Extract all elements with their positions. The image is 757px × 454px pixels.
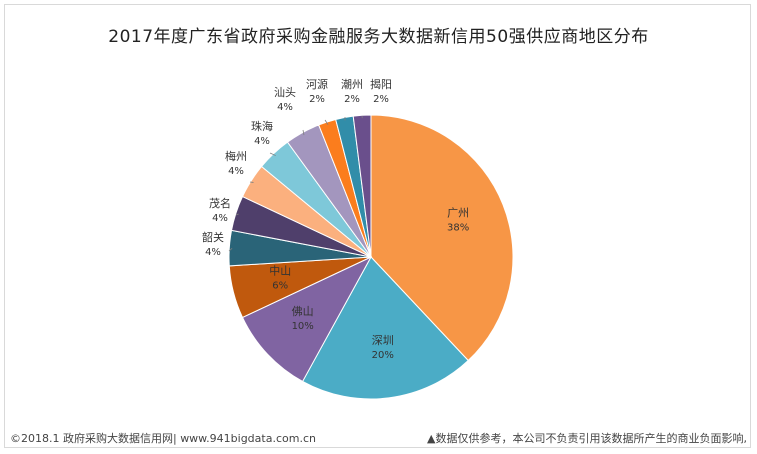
slice-label-4: 中山 6% (269, 264, 291, 291)
slice-percent-5: 4% (205, 247, 221, 258)
slice-name-11: 潮州 (341, 77, 363, 91)
slice-percent-6: 4% (212, 213, 228, 224)
leader-line-8 (269, 152, 276, 156)
slice-percent-3: 10% (292, 321, 314, 332)
slice-name-5: 韶关 (202, 230, 224, 244)
slice-name-9: 汕头 (274, 86, 296, 99)
slice-label-3: 佛山 10% (292, 305, 314, 332)
slice-name-8: 珠海 (251, 119, 273, 133)
slice-label-7: 梅州 4% (225, 149, 247, 177)
slice-percent-1: 38% (447, 222, 469, 233)
pie-slice-12 (352, 114, 372, 258)
chart-title: 2017年度广东省政府采购金融服务大数据新信用50强供应商地区分布 (108, 27, 649, 47)
slice-name-2: 深圳 (372, 334, 394, 347)
pie-slice-3 (241, 255, 373, 383)
slice-percent-7: 4% (228, 166, 244, 177)
slice-percent-11: 2% (344, 94, 360, 105)
slice-label-1: 广州 38% (447, 206, 469, 233)
slice-name-12: 揭阳 (370, 77, 392, 91)
slice-label-6: 茂名 4% (209, 196, 231, 224)
slice-percent-8: 4% (254, 136, 270, 147)
footer-disclaimer: ▲数据仅供参考，本公司不负责引用该数据所产生的商业负面影响, (427, 432, 747, 445)
slice-label-12: 揭阳 2% (370, 77, 392, 105)
slice-name-4: 中山 (269, 264, 291, 277)
slice-percent-12: 2% (373, 94, 389, 105)
slice-percent-2: 20% (372, 350, 394, 361)
chart-frame (4, 4, 751, 448)
slice-label-10: 河源 2% (306, 77, 328, 105)
slice-label-11: 潮州 2% (341, 77, 363, 105)
footer-copyright: ©2018.1 政府采购大数据信用网| www.941bigdata.com.c… (10, 432, 316, 445)
slice-label-8: 珠海 4% (251, 119, 273, 147)
leader-line-6 (235, 213, 239, 216)
leader-line-9 (302, 129, 305, 136)
slice-name-3: 佛山 (292, 305, 314, 318)
pie-slice-1 (370, 114, 514, 362)
slice-percent-10: 2% (309, 94, 325, 105)
leader-line-10 (324, 119, 329, 125)
slice-label-9: 汕头 4% (274, 86, 296, 113)
pie-slice-2 (301, 256, 469, 400)
slice-percent-9: 4% (277, 102, 293, 113)
leader-line-5 (228, 247, 233, 252)
slice-name-1: 广州 (447, 206, 469, 219)
slice-name-6: 茂名 (209, 196, 231, 210)
slice-label-5: 韶关 4% (202, 230, 224, 258)
slice-label-2: 深圳 20% (372, 334, 394, 361)
slice-name-10: 河源 (306, 77, 328, 91)
slice-percent-4: 6% (272, 280, 288, 291)
slice-name-7: 梅州 (225, 149, 247, 163)
